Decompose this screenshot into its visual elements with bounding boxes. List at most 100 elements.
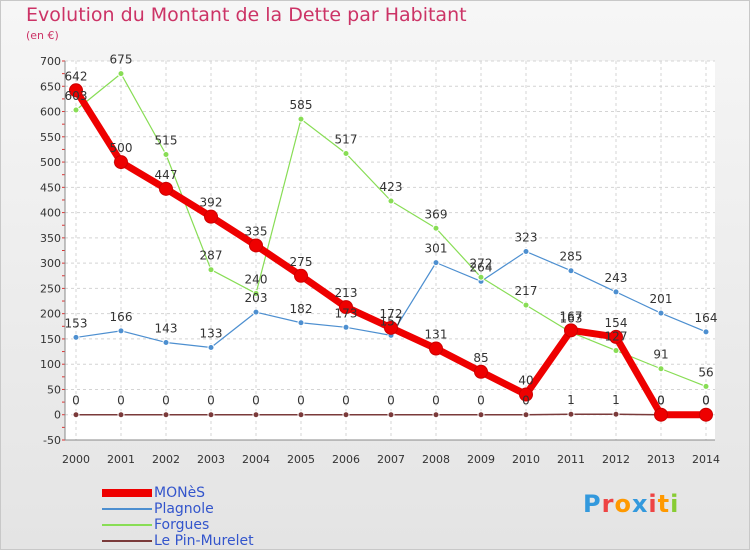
logo-letter: i <box>648 490 658 518</box>
y-tick-label: 150 <box>40 333 61 346</box>
data-label-le-pin-murelet: 0 <box>657 394 665 408</box>
data-point-mon-s <box>654 407 668 422</box>
x-tick-label: 2004 <box>242 453 270 466</box>
data-point-plagnole <box>342 323 350 331</box>
x-tick-label: 2009 <box>467 453 495 466</box>
data-label-le-pin-murelet: 0 <box>207 394 215 408</box>
data-point-le-pin-murelet <box>387 411 395 419</box>
data-point-mon-s <box>519 387 533 402</box>
data-point-forgues <box>297 115 305 123</box>
data-label-forgues: 91 <box>653 348 668 362</box>
x-tick-label: 2007 <box>377 453 405 466</box>
y-tick-label: 450 <box>40 181 61 194</box>
y-tick-label: 650 <box>40 80 61 93</box>
data-label-forgues: 127 <box>605 330 628 344</box>
data-point-forgues <box>657 365 665 373</box>
logo-letter: o <box>614 490 632 518</box>
x-tick-label: 2006 <box>332 453 360 466</box>
y-tick-label: 500 <box>40 156 61 169</box>
data-point-forgues <box>612 347 620 355</box>
y-tick-label: 700 <box>40 55 61 68</box>
legend-label: Plagnole <box>154 501 214 517</box>
data-point-mon-s <box>384 320 398 335</box>
data-label-mon-s: 131 <box>425 328 448 342</box>
data-point-forgues <box>342 149 350 157</box>
data-label-plagnole: 143 <box>155 321 178 335</box>
data-point-mon-s <box>429 341 443 356</box>
chart-title: Evolution du Montant de la Dette par Hab… <box>26 4 467 26</box>
proxiti-logo: Proxiti <box>583 490 679 518</box>
data-point-le-pin-murelet <box>612 410 620 418</box>
data-label-le-pin-murelet: 0 <box>72 394 80 408</box>
data-label-forgues: 369 <box>425 207 448 221</box>
x-tick-label: 2003 <box>197 453 225 466</box>
data-point-plagnole <box>207 344 215 352</box>
data-point-plagnole <box>702 328 710 336</box>
data-label-mon-s: 500 <box>110 141 133 155</box>
data-point-mon-s <box>69 83 83 98</box>
data-label-mon-s: 392 <box>200 196 223 210</box>
y-tick-label: 400 <box>40 207 61 220</box>
data-label-mon-s: 154 <box>605 316 628 330</box>
data-label-plagnole: 164 <box>695 311 718 325</box>
data-point-forgues <box>522 301 530 309</box>
data-point-mon-s <box>249 238 263 253</box>
data-point-plagnole <box>432 259 440 267</box>
data-label-plagnole: 153 <box>65 316 88 330</box>
x-tick-label: 2005 <box>287 453 315 466</box>
data-label-le-pin-murelet: 0 <box>702 394 710 408</box>
data-point-mon-s <box>159 181 173 196</box>
data-label-le-pin-murelet: 1 <box>567 393 575 407</box>
data-point-plagnole <box>117 327 125 335</box>
y-tick-label: 100 <box>40 358 61 371</box>
data-point-plagnole <box>297 319 305 327</box>
data-point-le-pin-murelet <box>432 411 440 419</box>
data-point-mon-s <box>339 300 353 315</box>
data-label-forgues: 603 <box>65 89 88 103</box>
data-label-plagnole: 157 <box>380 314 403 328</box>
x-tick-label: 2002 <box>152 453 180 466</box>
data-point-forgues <box>387 197 395 205</box>
data-point-mon-s <box>294 268 308 283</box>
legend-label: Le Pin-Murelet <box>154 533 254 549</box>
data-label-plagnole: 285 <box>560 250 583 264</box>
legend-swatch <box>102 489 152 497</box>
data-point-forgues <box>477 273 485 281</box>
data-label-mon-s: 167 <box>560 309 583 323</box>
x-tick-label: 2008 <box>422 453 450 466</box>
data-label-mon-s: 0 <box>702 394 710 408</box>
data-label-plagnole: 133 <box>200 327 223 341</box>
data-label-forgues: 217 <box>515 284 538 298</box>
data-point-le-pin-murelet <box>162 411 170 419</box>
x-tick-label: 2000 <box>62 453 90 466</box>
data-point-le-pin-murelet <box>522 411 530 419</box>
logo-letter: i <box>670 490 680 518</box>
y-tick-label: 200 <box>40 308 61 321</box>
data-label-le-pin-murelet: 0 <box>522 394 530 408</box>
legend-label: Forgues <box>154 517 210 533</box>
data-point-forgues <box>117 70 125 78</box>
data-label-plagnole: 323 <box>515 231 538 245</box>
data-label-plagnole: 173 <box>335 306 358 320</box>
data-point-plagnole <box>657 309 665 317</box>
data-point-forgues <box>162 150 170 158</box>
y-tick-label: 300 <box>40 257 61 270</box>
x-tick-label: 2013 <box>647 453 675 466</box>
plot-area <box>65 61 715 440</box>
y-tick-label: -50 <box>43 434 61 447</box>
x-tick-label: 2012 <box>602 453 630 466</box>
data-label-mon-s: 85 <box>473 351 488 365</box>
data-label-mon-s: 172 <box>380 307 403 321</box>
y-tick-label: 50 <box>47 383 61 396</box>
data-label-le-pin-murelet: 0 <box>387 394 395 408</box>
data-label-forgues: 585 <box>290 98 313 112</box>
data-point-mon-s <box>699 407 713 422</box>
y-tick-label: 600 <box>40 106 61 119</box>
data-label-le-pin-murelet: 0 <box>162 394 170 408</box>
data-point-plagnole <box>252 308 260 316</box>
data-label-forgues: 56 <box>698 365 713 379</box>
data-point-forgues <box>252 289 260 297</box>
data-label-plagnole: 264 <box>470 260 493 274</box>
data-label-le-pin-murelet: 0 <box>342 394 350 408</box>
